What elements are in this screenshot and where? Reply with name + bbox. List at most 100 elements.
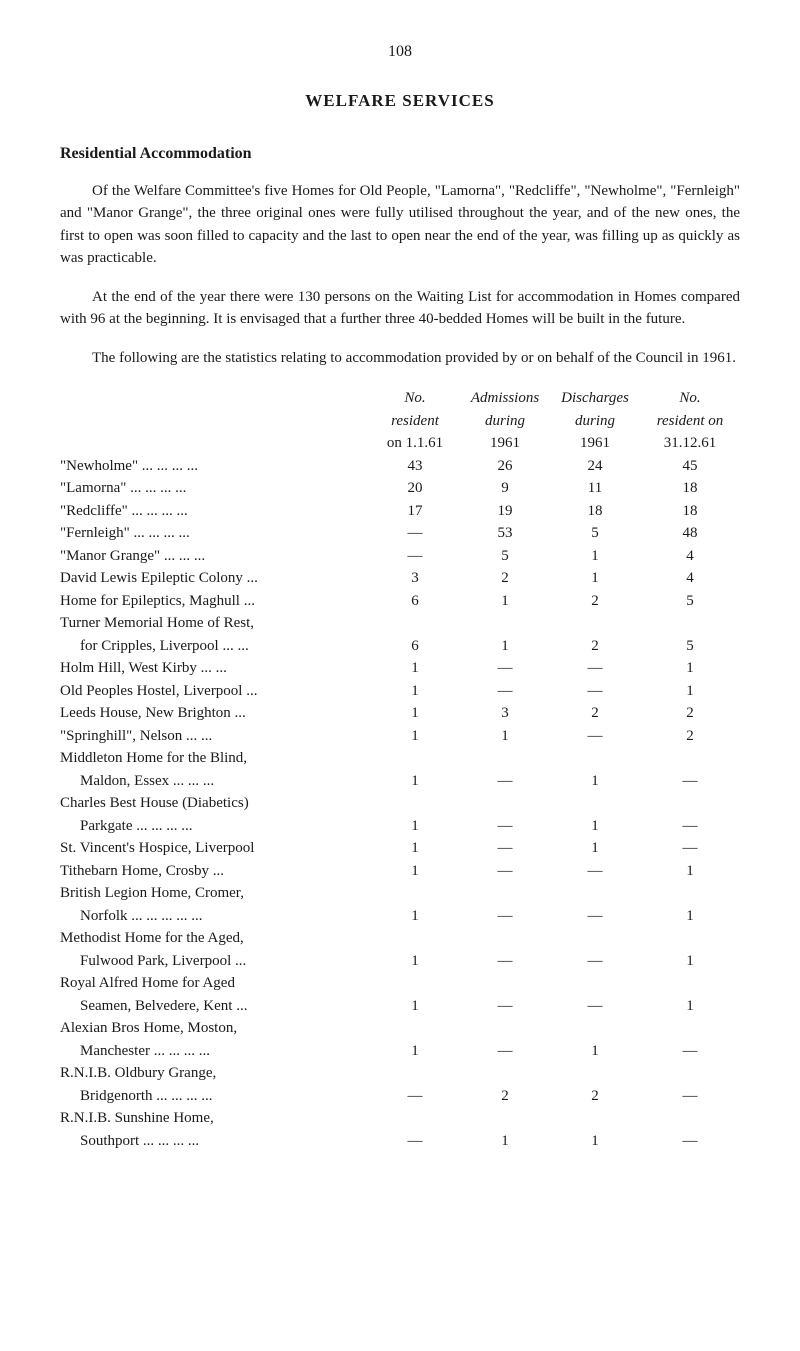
- row-cell: —: [460, 837, 550, 860]
- row-cell: 17: [370, 500, 460, 523]
- row-cell: —: [640, 837, 740, 860]
- row-cell: —: [370, 522, 460, 545]
- row-label: "Redcliffe" ... ... ... ...: [60, 500, 370, 523]
- row-cell: 1: [460, 635, 550, 658]
- table-row: Methodist Home for the Aged,: [60, 927, 740, 950]
- paragraph-1: Of the Welfare Committee's five Homes fo…: [60, 180, 740, 270]
- row-cell: —: [460, 860, 550, 883]
- row-cell: 1: [640, 995, 740, 1018]
- row-cell: 24: [550, 455, 640, 478]
- row-label: Norfolk ... ... ... ... ...: [60, 905, 370, 928]
- table-row: Parkgate ... ... ... ...1—1—: [60, 815, 740, 838]
- table-row: Seamen, Belvedere, Kent ...1——1: [60, 995, 740, 1018]
- table-row: Southport ... ... ... ...—11—: [60, 1130, 740, 1153]
- row-cell: —: [460, 770, 550, 793]
- row-cell: 2: [550, 635, 640, 658]
- row-cell: —: [370, 545, 460, 568]
- row-label: Home for Epileptics, Maghull ...: [60, 590, 370, 613]
- row-cell: 20: [370, 477, 460, 500]
- row-label: "Springhill", Nelson ... ...: [60, 725, 370, 748]
- row-cell: 18: [640, 477, 740, 500]
- row-cell: —: [550, 905, 640, 928]
- header-spacer: [60, 387, 370, 410]
- header-during-2: during: [550, 410, 640, 433]
- table-row: Charles Best House (Diabetics): [60, 792, 740, 815]
- row-cell: 5: [550, 522, 640, 545]
- row-cell: 5: [640, 590, 740, 613]
- row-label: Alexian Bros Home, Moston,: [60, 1017, 370, 1040]
- row-cell: —: [550, 860, 640, 883]
- table-row: for Cripples, Liverpool ... ...6125: [60, 635, 740, 658]
- row-cell: 1: [370, 657, 460, 680]
- row-cell: 45: [640, 455, 740, 478]
- row-cell: 3: [460, 702, 550, 725]
- row-cell: 1: [370, 905, 460, 928]
- row-cell: —: [460, 680, 550, 703]
- header-during-1: during: [460, 410, 550, 433]
- header-date-start: on 1.1.61: [370, 432, 460, 455]
- row-cell: 1: [550, 837, 640, 860]
- row-label: Old Peoples Hostel, Liverpool ...: [60, 680, 370, 703]
- row-cell: 4: [640, 545, 740, 568]
- row-label: "Manor Grange" ... ... ...: [60, 545, 370, 568]
- table-row: Middleton Home for the Blind,: [60, 747, 740, 770]
- header-no-resident-on: No.: [640, 387, 740, 410]
- row-cell: 3: [370, 567, 460, 590]
- table-row: British Legion Home, Cromer,: [60, 882, 740, 905]
- table-row: "Newholme" ... ... ... ...43262445: [60, 455, 740, 478]
- table-header-row-2: resident during during resident on: [60, 410, 740, 433]
- section-title: Residential Accommodation: [60, 142, 740, 166]
- table-row: R.N.I.B. Oldbury Grange,: [60, 1062, 740, 1085]
- row-cell: —: [460, 657, 550, 680]
- row-label: Seamen, Belvedere, Kent ...: [60, 995, 370, 1018]
- row-label: Royal Alfred Home for Aged: [60, 972, 370, 995]
- row-cell: 1: [640, 680, 740, 703]
- row-cell: 1: [370, 725, 460, 748]
- row-label: Methodist Home for the Aged,: [60, 927, 370, 950]
- header-admissions: Admissions: [460, 387, 550, 410]
- row-cell: 1: [550, 545, 640, 568]
- row-cell: 1: [460, 590, 550, 613]
- row-cell: 4: [640, 567, 740, 590]
- row-label: Charles Best House (Diabetics): [60, 792, 370, 815]
- row-cell: 1: [370, 950, 460, 973]
- header-spacer: [60, 432, 370, 455]
- row-cell: 2: [550, 1085, 640, 1108]
- header-spacer: [60, 410, 370, 433]
- row-label: "Lamorna" ... ... ... ...: [60, 477, 370, 500]
- row-cell: 48: [640, 522, 740, 545]
- table-row: "Springhill", Nelson ... ...11—2: [60, 725, 740, 748]
- header-resident: resident: [370, 410, 460, 433]
- row-label: British Legion Home, Cromer,: [60, 882, 370, 905]
- header-discharges: Discharges: [550, 387, 640, 410]
- table-row: Tithebarn Home, Crosby ...1——1: [60, 860, 740, 883]
- table-row: "Lamorna" ... ... ... ...2091118: [60, 477, 740, 500]
- statistics-table: No. Admissions Discharges No. resident d…: [60, 387, 740, 1152]
- header-no-resident: No.: [370, 387, 460, 410]
- row-label: R.N.I.B. Sunshine Home,: [60, 1107, 370, 1130]
- table-row: "Fernleigh" ... ... ... ...—53548: [60, 522, 740, 545]
- row-cell: —: [370, 1085, 460, 1108]
- table-body: "Newholme" ... ... ... ...43262445"Lamor…: [60, 455, 740, 1153]
- row-cell: 1: [640, 860, 740, 883]
- table-row: Fulwood Park, Liverpool ...1——1: [60, 950, 740, 973]
- row-cell: 1: [640, 657, 740, 680]
- row-label: Southport ... ... ... ...: [60, 1130, 370, 1153]
- row-cell: 2: [550, 590, 640, 613]
- row-label: Manchester ... ... ... ...: [60, 1040, 370, 1063]
- row-cell: 2: [640, 725, 740, 748]
- row-cell: 1: [550, 1040, 640, 1063]
- table-row: Royal Alfred Home for Aged: [60, 972, 740, 995]
- table-row: Norfolk ... ... ... ... ...1——1: [60, 905, 740, 928]
- row-label: R.N.I.B. Oldbury Grange,: [60, 1062, 370, 1085]
- row-cell: —: [460, 815, 550, 838]
- row-cell: 19: [460, 500, 550, 523]
- row-cell: 2: [460, 567, 550, 590]
- row-cell: —: [550, 657, 640, 680]
- table-row: Leeds House, New Brighton ...1322: [60, 702, 740, 725]
- table-row: Bridgenorth ... ... ... ...—22—: [60, 1085, 740, 1108]
- row-cell: 53: [460, 522, 550, 545]
- row-cell: —: [460, 1040, 550, 1063]
- main-title: WELFARE SERVICES: [60, 88, 740, 114]
- row-cell: 1: [550, 770, 640, 793]
